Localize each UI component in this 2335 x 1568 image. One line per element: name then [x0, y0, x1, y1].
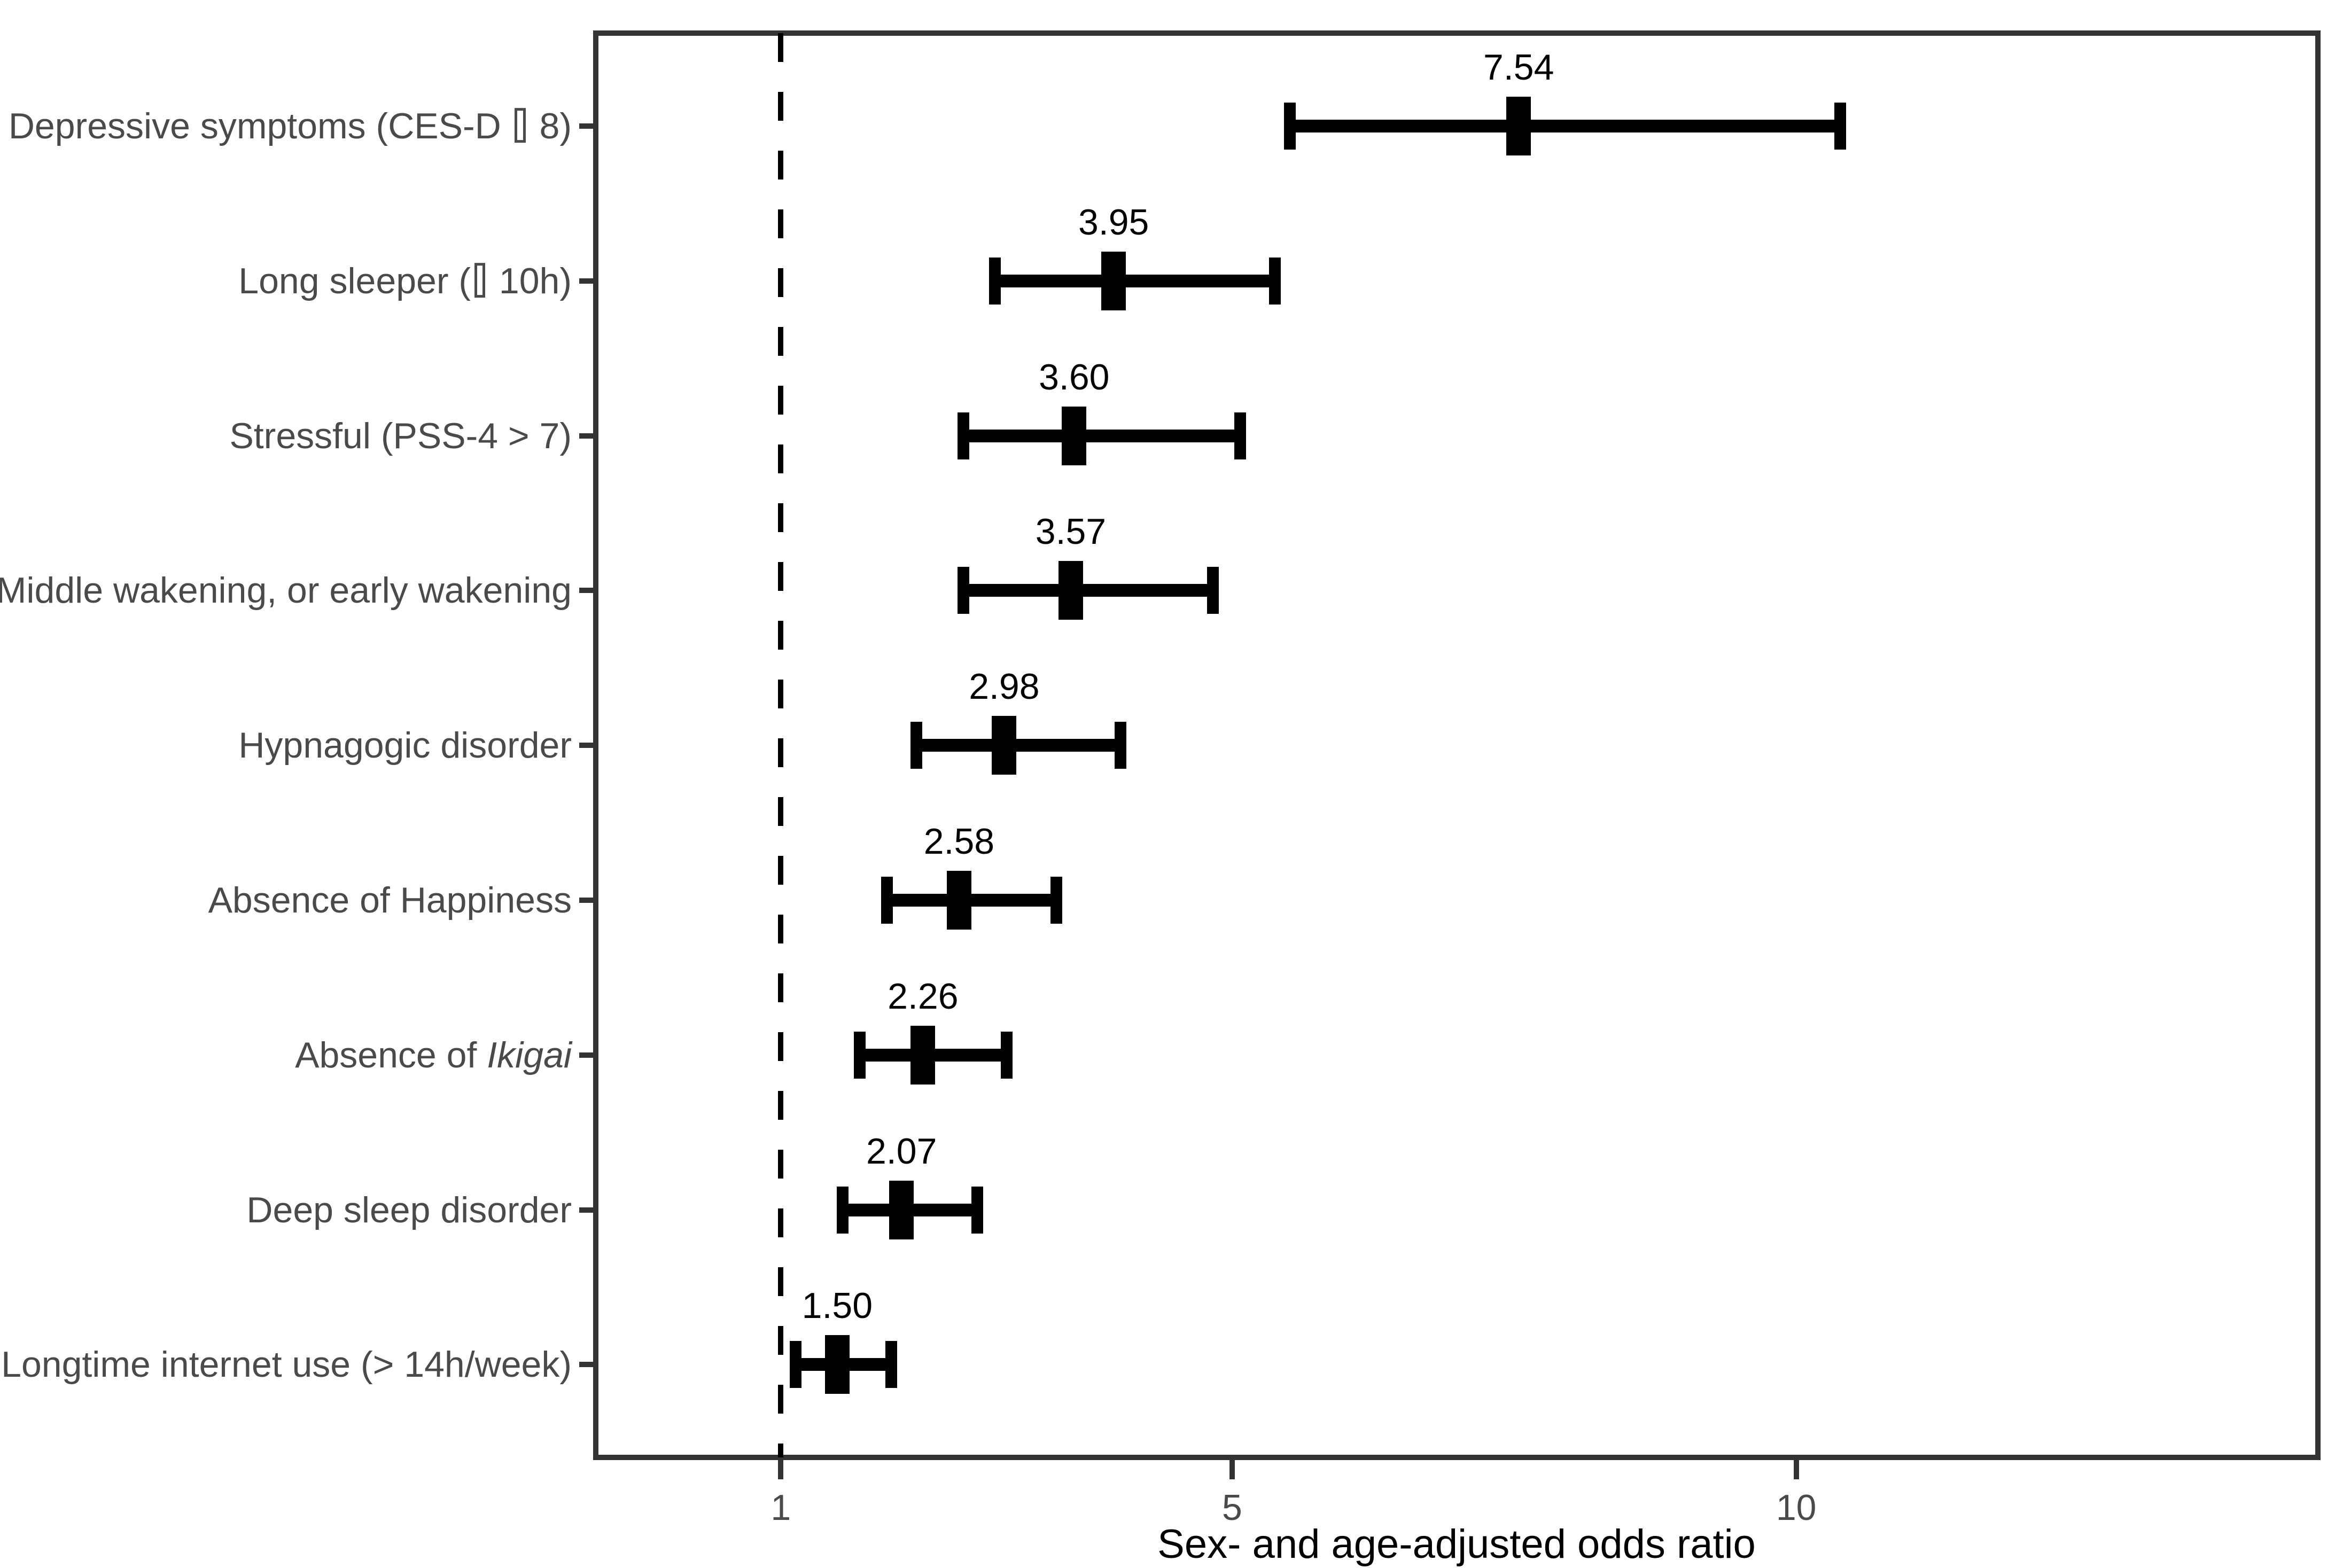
- y-axis-tick: [579, 278, 596, 284]
- x-axis-tick-label: 1: [770, 1487, 791, 1528]
- ci-error-bar: [886, 894, 1056, 907]
- ci-cap-upper: [885, 1341, 898, 1388]
- panel-border-left: [593, 30, 598, 1460]
- ci-error-bar: [916, 739, 1120, 752]
- x-axis-tick: [778, 1460, 784, 1479]
- ci-cap-upper: [1050, 877, 1062, 924]
- ci-cap-lower: [910, 722, 922, 769]
- x-axis-tick: [1793, 1460, 1799, 1479]
- y-axis-tick: [579, 433, 596, 439]
- category-label: Depressive symptoms (CES-D 8): [8, 106, 572, 147]
- point-estimate-square: [1506, 97, 1531, 156]
- category-label: Absence of Ikigai: [295, 1034, 572, 1075]
- y-axis-tick: [579, 743, 596, 748]
- x-axis-title: Sex- and age-adjusted odds ratio: [1157, 1522, 1756, 1567]
- category-label: Deep sleep disorder: [246, 1189, 572, 1230]
- reference-line-or-1: [778, 33, 784, 1457]
- point-estimate-square: [910, 1025, 936, 1085]
- y-axis-tick: [579, 1207, 596, 1213]
- panel-border-bottom: [593, 1455, 2321, 1460]
- category-label: Middle wakening, or early wakening: [0, 570, 572, 611]
- category-label: Longtime internet use (> 14h/week): [1, 1344, 572, 1385]
- odds-ratio-value-label: 7.54: [1483, 47, 1554, 88]
- y-axis-tick: [579, 123, 596, 129]
- ci-error-bar: [995, 274, 1275, 287]
- panel-border-right: [2315, 30, 2321, 1460]
- panel-border-top: [593, 30, 2321, 36]
- odds-ratio-value-label: 2.98: [969, 666, 1040, 707]
- ci-cap-upper: [1834, 103, 1847, 150]
- ci-cap-upper: [1234, 412, 1246, 459]
- ci-cap-lower: [854, 1031, 866, 1079]
- y-axis-tick: [579, 1052, 596, 1058]
- ci-cap-lower: [958, 567, 970, 614]
- y-axis-tick: [579, 588, 596, 594]
- ci-cap-upper: [971, 1186, 983, 1234]
- category-label: Long sleeper ( 10h): [238, 260, 572, 301]
- ci-cap-lower: [989, 257, 1001, 305]
- point-estimate-square: [889, 1180, 914, 1239]
- ci-cap-upper: [1269, 257, 1281, 305]
- point-estimate-square: [1058, 561, 1083, 620]
- x-axis-tick-label: 10: [1776, 1487, 1817, 1528]
- category-label: Hypnagogic disorder: [238, 725, 572, 766]
- ci-cap-lower: [958, 412, 970, 459]
- missing-glyph-box: [515, 108, 526, 143]
- x-axis-tick: [1229, 1460, 1235, 1479]
- y-axis-tick: [579, 1362, 596, 1368]
- point-estimate-square: [992, 716, 1017, 775]
- y-axis-tick: [579, 898, 596, 903]
- ci-cap-upper: [1000, 1031, 1013, 1079]
- odds-ratio-value-label: 3.95: [1078, 201, 1149, 243]
- ci-cap-upper: [1114, 722, 1126, 769]
- odds-ratio-value-label: 2.26: [888, 976, 959, 1017]
- point-estimate-square: [946, 871, 971, 930]
- category-label: Absence of Happiness: [208, 880, 572, 921]
- ci-cap-upper: [1207, 567, 1219, 614]
- ci-cap-lower: [881, 877, 893, 924]
- odds-ratio-value-label: 2.58: [923, 821, 995, 862]
- odds-ratio-value-label: 1.50: [801, 1285, 873, 1327]
- odds-ratio-value-label: 3.60: [1039, 356, 1110, 397]
- point-estimate-square: [1101, 251, 1126, 310]
- category-label: Stressful (PSS-4 > 7): [229, 415, 572, 456]
- ci-error-bar: [1289, 120, 1841, 133]
- point-estimate-square: [1062, 406, 1087, 465]
- ci-cap-lower: [1283, 103, 1296, 150]
- missing-glyph-box: [474, 263, 486, 298]
- x-axis-tick-label: 5: [1221, 1487, 1242, 1528]
- ci-error-bar: [963, 429, 1240, 442]
- ci-cap-lower: [789, 1341, 801, 1388]
- ci-error-bar: [963, 584, 1213, 597]
- odds-ratio-value-label: 3.57: [1035, 511, 1107, 552]
- ci-cap-lower: [837, 1186, 849, 1234]
- odds-ratio-value-label: 2.07: [866, 1130, 937, 1172]
- point-estimate-square: [824, 1335, 850, 1394]
